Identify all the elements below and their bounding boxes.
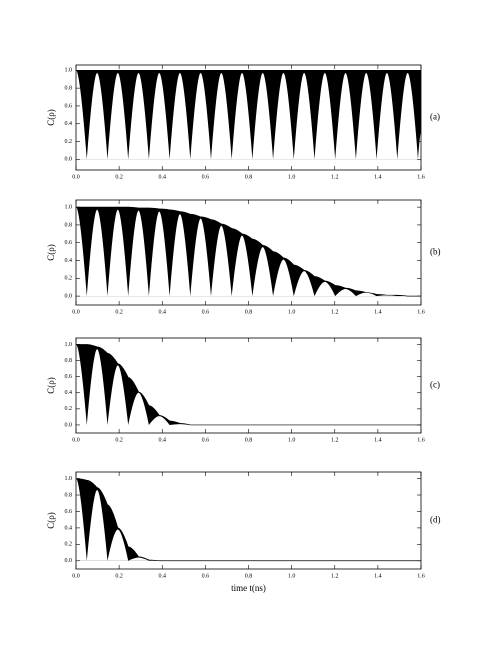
- x-tick-label: 1.6: [417, 309, 425, 315]
- x-tick-label: 1.4: [374, 174, 382, 180]
- x-tick-label: 0.8: [245, 437, 253, 443]
- panel-label: (b): [430, 247, 441, 257]
- x-tick-label: 1.4: [374, 573, 382, 579]
- x-tick-label: 0.4: [159, 437, 167, 443]
- y-tick-label: 0.4: [65, 525, 73, 531]
- y-tick-label: 0.0: [65, 293, 73, 299]
- x-tick-label: 0.6: [202, 309, 210, 315]
- y-tick-label: 0.2: [65, 139, 73, 145]
- x-tick-label: 0.6: [202, 573, 210, 579]
- x-tick-label: 0.2: [115, 573, 123, 579]
- x-tick-label: 0.2: [115, 309, 123, 315]
- x-tick-label: 1.6: [417, 573, 425, 579]
- x-tick-label: 1.2: [331, 174, 339, 180]
- upper-area: [76, 478, 421, 561]
- x-tick-label: 1.0: [288, 437, 296, 443]
- y-tick-label: 0.6: [65, 240, 73, 246]
- x-tick-label: 1.2: [331, 437, 339, 443]
- panel-label: (a): [430, 112, 440, 122]
- x-tick-label: 0.4: [159, 309, 167, 315]
- x-tick-label: 0.8: [245, 573, 253, 579]
- y-tick-label: 0.6: [65, 374, 73, 380]
- x-tick-label: 1.6: [417, 437, 425, 443]
- x-tick-label: 1.0: [288, 573, 296, 579]
- lower-area: [76, 70, 421, 160]
- panel-label: (d): [430, 515, 441, 525]
- x-tick-label: 1.4: [374, 437, 382, 443]
- y-tick-label: 0.6: [65, 509, 73, 515]
- y-tick-label: 1.0: [65, 342, 73, 348]
- x-tick-label: 1.4: [374, 309, 382, 315]
- y-tick-label: 0.4: [65, 390, 73, 396]
- x-tick-label: 0.0: [72, 174, 80, 180]
- lower-area: [76, 344, 421, 425]
- x-tick-label: 0.6: [202, 437, 210, 443]
- y-tick-label: 0.8: [65, 86, 73, 92]
- y-tick-label: 0.0: [65, 558, 73, 564]
- lower-area: [76, 207, 421, 297]
- x-tick-label: 0.6: [202, 174, 210, 180]
- y-tick-label: 0.8: [65, 358, 73, 364]
- upper-edge: [76, 206, 421, 297]
- y-tick-label: 1.0: [65, 476, 73, 482]
- y-tick-label: 0.4: [65, 258, 73, 264]
- upper-area: [76, 344, 421, 425]
- x-tick-label: 1.0: [288, 174, 296, 180]
- x-tick-label: 0.4: [159, 174, 167, 180]
- x-tick-label: 0.0: [72, 437, 80, 443]
- x-tick-label: 0.4: [159, 573, 167, 579]
- y-tick-label: 0.0: [65, 157, 73, 163]
- y-tick-label: 0.6: [65, 103, 73, 109]
- x-tick-label: 0.0: [72, 573, 80, 579]
- y-tick-label: 0.8: [65, 492, 73, 498]
- lower-area: [76, 478, 421, 561]
- x-tick-label: 1.0: [288, 309, 296, 315]
- x-tick-label: 1.6: [417, 174, 425, 180]
- y-tick-label: 0.8: [65, 222, 73, 228]
- x-axis-label: time t(ns): [231, 583, 266, 593]
- y-axis-label: C(ρ): [46, 244, 56, 261]
- x-tick-label: 1.2: [331, 573, 339, 579]
- y-tick-label: 1.0: [65, 68, 73, 74]
- x-tick-label: 0.8: [245, 309, 253, 315]
- x-tick-label: 0.2: [115, 174, 123, 180]
- y-tick-label: 0.2: [65, 406, 73, 412]
- y-tick-label: 0.2: [65, 542, 73, 548]
- x-tick-label: 0.2: [115, 437, 123, 443]
- y-tick-label: 1.0: [65, 204, 73, 210]
- panel-label: (c): [430, 380, 440, 390]
- y-axis-label: C(ρ): [46, 377, 56, 394]
- y-tick-label: 0.4: [65, 121, 73, 127]
- x-tick-label: 1.2: [331, 309, 339, 315]
- x-tick-label: 0.0: [72, 309, 80, 315]
- y-axis-label: C(ρ): [46, 109, 56, 126]
- x-tick-label: 0.8: [245, 174, 253, 180]
- upper-edge: [76, 344, 421, 426]
- y-axis-label: C(ρ): [46, 512, 56, 529]
- y-tick-label: 0.2: [65, 276, 73, 282]
- y-tick-label: 0.0: [65, 422, 73, 428]
- upper-edge: [75, 478, 421, 562]
